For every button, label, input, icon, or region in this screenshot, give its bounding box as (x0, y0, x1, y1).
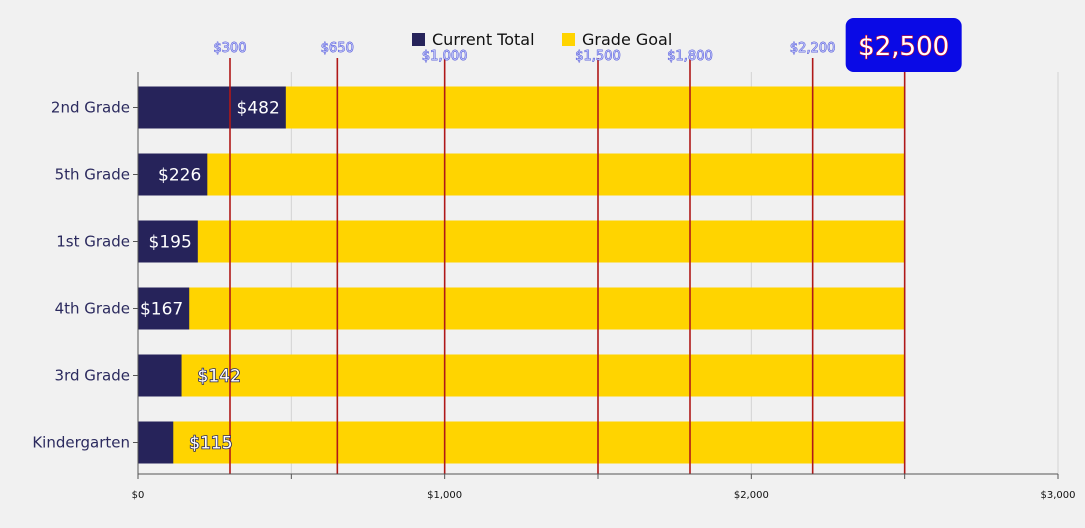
milestone-label: $650 (321, 41, 354, 56)
category-label: 3rd Grade (55, 367, 130, 385)
value-label: $226 (158, 166, 201, 186)
legend-swatch (562, 33, 575, 46)
bar-current (138, 421, 174, 464)
value-label: $167 (140, 300, 183, 320)
goal-badge-label: $2,500 (858, 32, 949, 62)
axes (133, 72, 1059, 479)
category-label: Kindergarten (32, 434, 130, 452)
value-label: $195 (149, 233, 192, 253)
x-tick-label: $3,000 (1041, 490, 1076, 501)
labels: $0 $1,000 $2,000 $3,000 2nd Grade 5th Grade 1s… (32, 18, 1076, 501)
bar-goal (138, 220, 905, 263)
value-label: $142 (198, 367, 241, 387)
bar-goal (138, 287, 905, 330)
category-label: 2nd Grade (51, 99, 130, 117)
category-label: 4th Grade (55, 300, 130, 318)
bar-current (138, 354, 182, 397)
goal-badge: $2,500 (845, 18, 962, 72)
milestone-label: $1,000 (422, 49, 468, 64)
bar-current (138, 287, 190, 330)
x-tick-label: $2,000 (734, 490, 769, 501)
value-label: $115 (189, 434, 232, 454)
milestone-label: $300 (213, 41, 246, 56)
bars (138, 86, 905, 464)
bar-goal (138, 153, 905, 196)
bar-current (138, 153, 208, 196)
category-label: 5th Grade (55, 166, 130, 184)
bar-current (138, 86, 286, 129)
x-tick-label: $1,000 (427, 490, 462, 501)
legend-swatch (412, 33, 425, 46)
category-label: 1st Grade (56, 233, 130, 251)
bar-goal (138, 421, 905, 464)
value-label: $482 (237, 99, 280, 119)
milestone-label: $1,800 (667, 49, 713, 64)
legend-label: Grade Goal (582, 30, 672, 49)
milestone-label: $2,200 (790, 41, 836, 56)
goal-badge-box (845, 18, 962, 72)
bar-goal (138, 354, 905, 397)
x-tick-label: $0 (132, 490, 145, 501)
gridlines (290, 72, 1059, 474)
milestone-lines (229, 58, 906, 474)
bar-current (138, 220, 198, 263)
legend: Current Total Grade Goal (412, 30, 672, 49)
legend-label: Current Total (432, 30, 535, 49)
milestone-label: $1,500 (575, 49, 621, 64)
